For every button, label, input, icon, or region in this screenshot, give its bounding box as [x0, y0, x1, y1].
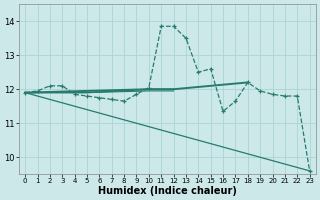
X-axis label: Humidex (Indice chaleur): Humidex (Indice chaleur) — [98, 186, 237, 196]
